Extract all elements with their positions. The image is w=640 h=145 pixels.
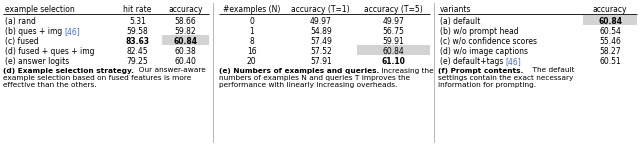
- Text: 5.31: 5.31: [129, 17, 146, 26]
- Text: (d) Example selection strategy.: (d) Example selection strategy.: [3, 68, 134, 74]
- Text: (b) w/o prompt head: (b) w/o prompt head: [440, 27, 518, 36]
- Text: 20: 20: [247, 57, 257, 66]
- Text: Our answer-aware: Our answer-aware: [134, 68, 205, 74]
- Text: (d) w/o image captions: (d) w/o image captions: [440, 47, 528, 56]
- Text: example selection based on fused features is more: example selection based on fused feature…: [3, 75, 191, 81]
- Text: accuracy: accuracy: [593, 5, 627, 14]
- Text: performance with linearly increasing overheads.: performance with linearly increasing ove…: [219, 82, 397, 88]
- Text: [46]: [46]: [506, 57, 522, 66]
- Text: numbers of examples N and queries T improves the: numbers of examples N and queries T impr…: [219, 75, 410, 81]
- Text: accuracy (T=1): accuracy (T=1): [291, 5, 350, 14]
- Text: 59.58: 59.58: [127, 27, 148, 36]
- Text: 59.91: 59.91: [383, 37, 404, 46]
- Text: 57.49: 57.49: [310, 37, 332, 46]
- Text: (e) default+tags: (e) default+tags: [440, 57, 506, 66]
- Text: (c) fused: (c) fused: [5, 37, 38, 46]
- Text: 61.10: 61.10: [381, 57, 406, 66]
- Text: 60.84: 60.84: [598, 17, 622, 26]
- Text: 60.84: 60.84: [383, 47, 404, 56]
- Text: 0: 0: [249, 17, 254, 26]
- Text: (c) w/o confidence scores: (c) w/o confidence scores: [440, 37, 537, 46]
- Text: accuracy: accuracy: [168, 5, 202, 14]
- Text: 49.97: 49.97: [310, 17, 332, 26]
- Text: 55.46: 55.46: [599, 37, 621, 46]
- Text: 60.38: 60.38: [175, 47, 196, 56]
- Bar: [357, 45, 430, 55]
- Text: 49.97: 49.97: [383, 17, 404, 26]
- Text: 59.82: 59.82: [175, 27, 196, 36]
- Text: (e) answer logits: (e) answer logits: [5, 57, 69, 66]
- Text: [46]: [46]: [65, 27, 81, 36]
- Text: 56.75: 56.75: [383, 27, 404, 36]
- Text: 8: 8: [250, 37, 254, 46]
- Bar: [583, 15, 637, 25]
- Text: 60.54: 60.54: [599, 27, 621, 36]
- Text: hit rate: hit rate: [124, 5, 152, 14]
- Text: The default: The default: [524, 68, 575, 74]
- Text: 79.25: 79.25: [127, 57, 148, 66]
- Text: 1: 1: [250, 27, 254, 36]
- Text: (d) fused + ques + img: (d) fused + ques + img: [5, 47, 95, 56]
- Text: 58.66: 58.66: [175, 17, 196, 26]
- Text: 82.45: 82.45: [127, 47, 148, 56]
- Text: variants: variants: [440, 5, 472, 14]
- Text: 60.40: 60.40: [174, 57, 196, 66]
- Text: (e) Numbers of examples and queries.: (e) Numbers of examples and queries.: [219, 68, 380, 74]
- Text: (b) ques + img: (b) ques + img: [5, 27, 65, 36]
- Text: 60.51: 60.51: [599, 57, 621, 66]
- Text: #examples (N): #examples (N): [223, 5, 280, 14]
- Text: accuracy (T=5): accuracy (T=5): [364, 5, 423, 14]
- Text: 60.84: 60.84: [173, 37, 197, 46]
- Text: (a) default: (a) default: [440, 17, 481, 26]
- Text: 58.27: 58.27: [599, 47, 621, 56]
- Bar: [162, 35, 209, 45]
- Text: settings contain the exact necessary: settings contain the exact necessary: [438, 75, 573, 81]
- Text: 83.63: 83.63: [125, 37, 149, 46]
- Text: 57.52: 57.52: [310, 47, 332, 56]
- Text: effective than the others.: effective than the others.: [3, 82, 97, 88]
- Text: example selection: example selection: [5, 5, 75, 14]
- Text: information for prompting.: information for prompting.: [438, 82, 536, 88]
- Text: 54.89: 54.89: [310, 27, 332, 36]
- Text: (f) Prompt contents.: (f) Prompt contents.: [438, 68, 524, 74]
- Text: 16: 16: [247, 47, 257, 56]
- Text: (a) rand: (a) rand: [5, 17, 36, 26]
- Text: 57.91: 57.91: [310, 57, 332, 66]
- Text: Increasing the: Increasing the: [380, 68, 434, 74]
